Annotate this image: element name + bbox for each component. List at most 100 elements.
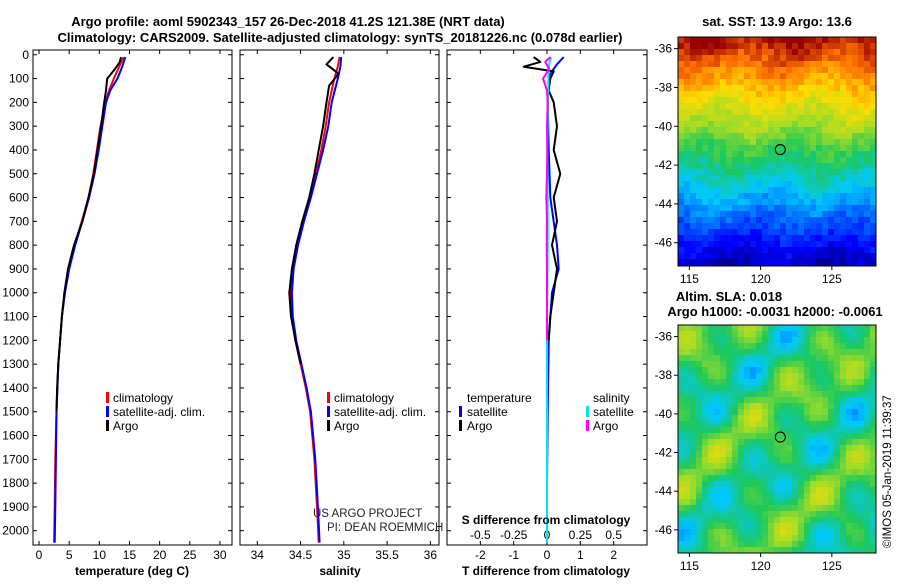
- sla-cell: [690, 403, 696, 409]
- sst-cell: [708, 187, 714, 193]
- sst-cell: [804, 121, 810, 127]
- sla-cell: [696, 427, 702, 433]
- sst-cell: [744, 241, 750, 247]
- sla-cell: [870, 337, 876, 343]
- sla-cell: [798, 445, 804, 451]
- sst-cell: [732, 85, 738, 91]
- sst-cell: [792, 103, 798, 109]
- sst-cell: [792, 229, 798, 235]
- sst-cell: [762, 127, 768, 133]
- sla-cell: [804, 373, 810, 379]
- sst-cell: [864, 229, 870, 235]
- sla-cell: [828, 415, 834, 421]
- sla-cell: [756, 397, 762, 403]
- sst-cell: [714, 199, 720, 205]
- sla-cell: [708, 529, 714, 535]
- salinity-legend: climatology satellite-adj. clim. Argo: [327, 391, 426, 433]
- sla-cell: [876, 355, 882, 361]
- sst-cell: [762, 139, 768, 145]
- sst-cell: [804, 169, 810, 175]
- sst-cell: [834, 121, 840, 127]
- salinity-plot-frame: [239, 49, 440, 546]
- sst-cell: [804, 271, 810, 277]
- sla-cell: [810, 475, 816, 481]
- sst-cell: [822, 121, 828, 127]
- sst-cell: [678, 181, 684, 187]
- sla-cell: [864, 487, 870, 493]
- sst-cell: [798, 67, 804, 73]
- sst-cell: [858, 205, 864, 211]
- sla-cell: [816, 523, 822, 529]
- sst-cell: [810, 181, 816, 187]
- sla-cell: [756, 487, 762, 493]
- sla-cell: [738, 529, 744, 535]
- sst-cell: [684, 97, 690, 103]
- sla-cell: [726, 379, 732, 385]
- lat-tick-label: -36: [655, 42, 673, 56]
- sst-cell: [876, 103, 882, 109]
- sst-cell: [876, 49, 882, 55]
- depth-tick-label: 1300: [2, 357, 29, 371]
- sst-cell: [774, 103, 780, 109]
- sst-cell: [750, 253, 756, 259]
- sst-cell: [738, 157, 744, 163]
- sla-cell: [756, 547, 762, 553]
- sla-cell: [678, 427, 684, 433]
- sla-cell: [678, 511, 684, 517]
- sla-cell: [738, 337, 744, 343]
- sst-cell: [720, 205, 726, 211]
- sst-cell: [696, 241, 702, 247]
- sla-cell: [858, 385, 864, 391]
- sla-cell: [786, 397, 792, 403]
- sst-cell: [828, 73, 834, 79]
- sla-cell: [774, 469, 780, 475]
- sst-cell: [864, 85, 870, 91]
- sla-cell: [750, 523, 756, 529]
- difference-depth-ticks: [447, 54, 647, 532]
- sla-cell: [690, 463, 696, 469]
- sla-cell: [732, 331, 738, 337]
- sla-cell: [786, 469, 792, 475]
- sla-cell: [726, 409, 732, 415]
- depth-tick-label: 1200: [2, 333, 29, 347]
- sla-cell: [828, 391, 834, 397]
- legend-label-argo: Argo: [113, 419, 139, 433]
- sla-cell: [696, 517, 702, 523]
- sst-cell: [822, 259, 828, 265]
- depth-tick-label: 200: [9, 95, 29, 109]
- sla-cell: [750, 427, 756, 433]
- sla-cell: [792, 403, 798, 409]
- difference-t-label: T difference from climatology: [462, 564, 630, 578]
- sla-cell: [804, 505, 810, 511]
- sst-cell: [846, 223, 852, 229]
- sla-cell: [852, 445, 858, 451]
- sst-cell: [870, 49, 876, 55]
- depth-tick-label: 1800: [2, 476, 29, 490]
- sst-cell: [834, 91, 840, 97]
- sst-cell: [870, 121, 876, 127]
- sla-cell: [768, 427, 774, 433]
- sla-cell: [708, 379, 714, 385]
- sla-cell: [762, 355, 768, 361]
- sst-cell: [822, 61, 828, 67]
- sla-cell: [852, 397, 858, 403]
- sla-cell: [696, 385, 702, 391]
- sst-cell: [858, 271, 864, 277]
- sst-cell: [774, 73, 780, 79]
- sst-cell: [762, 205, 768, 211]
- sst-cell: [822, 139, 828, 145]
- sst-cell: [822, 241, 828, 247]
- sst-cell: [858, 91, 864, 97]
- sla-cell: [810, 379, 816, 385]
- sst-cell: [714, 205, 720, 211]
- sst-cell: [834, 235, 840, 241]
- sst-cell: [774, 253, 780, 259]
- sla-cell: [732, 547, 738, 553]
- sla-cell: [870, 487, 876, 493]
- sla-cell: [786, 499, 792, 505]
- sst-cell: [846, 121, 852, 127]
- sla-cell: [858, 403, 864, 409]
- sla-cell: [774, 529, 780, 535]
- sst-cell: [852, 55, 858, 61]
- sla-cell: [756, 373, 762, 379]
